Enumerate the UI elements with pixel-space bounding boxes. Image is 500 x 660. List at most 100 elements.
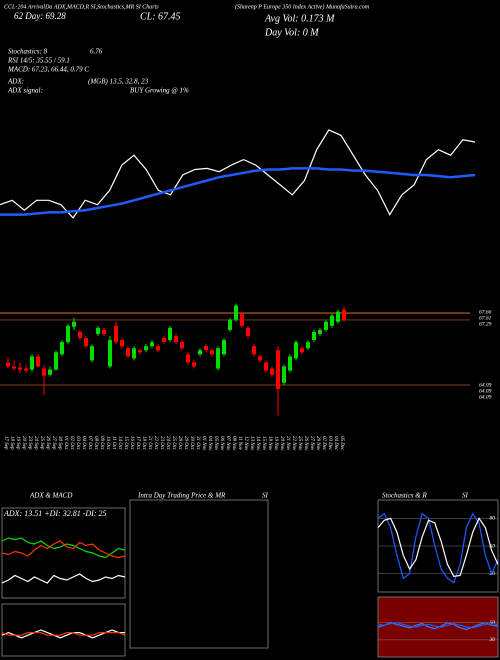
x-tick-label: 14 Nov xyxy=(255,436,260,451)
x-tick-label: 18 Sep xyxy=(9,436,14,450)
candle-body xyxy=(150,342,154,347)
x-tick-label: 20 Sep xyxy=(21,436,26,450)
candle-body xyxy=(126,348,130,357)
x-tick-label: 01 Oct xyxy=(63,436,68,450)
x-tick-label: 24 Sep xyxy=(33,436,38,450)
x-tick-label: 02 Oct xyxy=(69,436,74,450)
panel-title: Stochastics & R xyxy=(382,492,427,500)
candle-body xyxy=(42,368,46,376)
x-tick-label: 18 Nov xyxy=(267,436,272,451)
candle-body xyxy=(144,346,148,351)
annotation: CL: 67.45 xyxy=(140,11,181,22)
x-tick-label: 22 Oct xyxy=(153,436,158,450)
y-tick-label: 67.61 xyxy=(479,316,492,322)
panel-subtitle: SI xyxy=(462,492,469,500)
annotation: ADX: 13.51 +DI: 32.81 -DI: 25 xyxy=(3,509,107,518)
x-tick-label: 03 Oct xyxy=(75,436,80,450)
x-tick-label: 08 Oct xyxy=(93,436,98,450)
x-tick-label: 02 Dec xyxy=(321,436,326,451)
candle-body xyxy=(288,356,292,371)
candle-body xyxy=(270,368,274,375)
x-tick-label: 25 Oct xyxy=(171,436,176,450)
x-tick-label: 27 Sep xyxy=(51,436,56,450)
annotation: 6.76 xyxy=(90,48,103,56)
candle-body xyxy=(180,342,184,349)
annotation: Stochastics: 8 xyxy=(8,48,48,56)
candle-body xyxy=(162,338,166,343)
x-tick-label: 22 Nov xyxy=(291,436,296,451)
candle-body xyxy=(72,321,76,327)
x-tick-label: 26 Sep xyxy=(45,436,50,450)
panel xyxy=(1,603,126,657)
candle-body xyxy=(198,350,202,355)
candle-body xyxy=(90,346,94,361)
annotation: Avg Vol: 0.173 M xyxy=(264,13,335,24)
x-tick-label: 15 Nov xyxy=(261,436,266,451)
y-tick-label: 50 xyxy=(490,543,496,549)
candle-body xyxy=(300,348,304,353)
candle-body xyxy=(174,336,178,343)
x-tick-label: 17 Oct xyxy=(135,436,140,450)
candle-body xyxy=(48,369,52,375)
candle-body xyxy=(240,313,244,326)
x-tick-label: 29 Oct xyxy=(183,436,188,450)
x-tick-label: 06 Nov xyxy=(219,436,224,451)
candle-body xyxy=(318,329,322,334)
candle-body xyxy=(168,327,172,341)
y-tick-label: 64.09 xyxy=(479,393,492,400)
series-line xyxy=(377,622,499,631)
annotation: 62 Day: 69.28 xyxy=(14,11,66,21)
candle-body xyxy=(84,338,88,347)
candle-body xyxy=(330,315,334,326)
x-tick-label: 16 Oct xyxy=(129,436,134,450)
candle-body xyxy=(258,356,262,361)
candle-body xyxy=(342,309,346,320)
x-tick-label: 29 Nov xyxy=(315,436,320,451)
x-tick-label: 05 Dec xyxy=(339,436,344,451)
annotation: BUY Growing @ 1% xyxy=(130,87,189,95)
candle-body xyxy=(192,362,196,367)
candle-body xyxy=(18,367,22,370)
candle-body xyxy=(36,356,40,367)
x-tick-label: 26 Nov xyxy=(303,436,308,451)
candle-body xyxy=(204,346,208,351)
candle-body xyxy=(24,368,28,371)
x-tick-label: 27 Nov xyxy=(309,436,314,451)
candle-body xyxy=(234,305,238,320)
x-tick-label: 05 Nov xyxy=(213,436,218,451)
x-tick-label: 07 Nov xyxy=(225,436,230,451)
x-tick-label: 23 Sep xyxy=(27,436,32,450)
y-tick-label: 20 xyxy=(490,571,496,577)
series-line xyxy=(0,167,476,216)
series-line xyxy=(0,129,476,219)
candle-body xyxy=(216,348,220,369)
candle-body xyxy=(138,350,142,353)
annotation: (MGB) 13.5, 32.8, 23 xyxy=(88,78,149,86)
candle-body xyxy=(294,342,298,359)
candle-body xyxy=(312,331,316,341)
chart-title: CCL-204 ArrivalDa ADX,MACD,R SI,Stochast… xyxy=(4,3,159,10)
x-tick-label: 01 Nov xyxy=(201,436,206,451)
x-tick-label: 09 Oct xyxy=(99,436,104,450)
candle-body xyxy=(156,346,160,351)
x-tick-label: 18 Oct xyxy=(141,436,146,450)
candle-body xyxy=(30,356,34,370)
candle-body xyxy=(276,350,280,389)
panel-subtitle: SI xyxy=(262,492,269,500)
candle-body xyxy=(108,340,112,367)
x-tick-label: 15 Oct xyxy=(123,436,128,450)
candle-body xyxy=(282,366,286,383)
x-tick-label: 21 Nov xyxy=(285,436,290,451)
x-tick-label: 03 Dec xyxy=(327,436,332,451)
candle-body xyxy=(78,331,82,339)
candle-body xyxy=(114,325,118,343)
x-tick-label: 21 Oct xyxy=(147,436,152,450)
annotation: ADX signal: xyxy=(7,87,43,95)
series-line xyxy=(1,631,126,636)
y-tick-label: 30 xyxy=(489,637,496,643)
x-tick-label: 30 Sep xyxy=(57,436,62,450)
x-tick-label: 23 Oct xyxy=(159,436,164,450)
x-tick-label: 04 Nov xyxy=(207,436,212,451)
